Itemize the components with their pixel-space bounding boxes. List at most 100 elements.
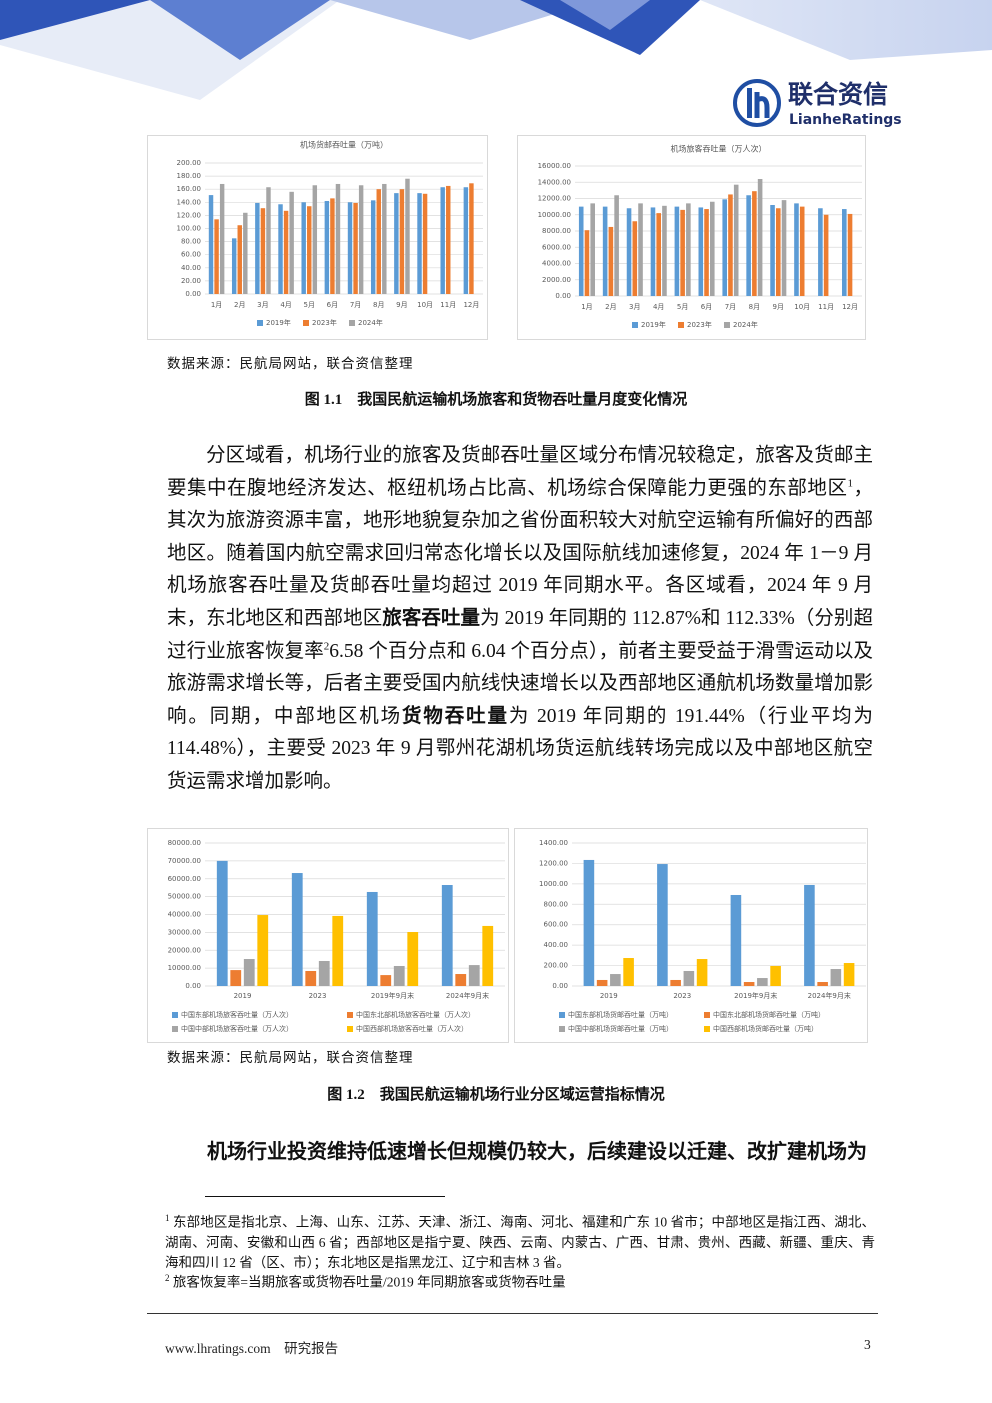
x-tick-label: 1月 — [211, 301, 222, 309]
bar — [405, 178, 410, 294]
x-tick-label: 2019 — [600, 992, 618, 1000]
bar — [804, 884, 815, 986]
bar — [208, 195, 214, 294]
y-tick-label: 20.00 — [181, 277, 201, 285]
legend-swatch — [559, 1026, 565, 1032]
footnote: 1 东部地区是指北京、上海、山东、江苏、天津、浙江、海南、河北、福建和广东 10… — [165, 1208, 875, 1273]
legend-label: 2024年 — [733, 320, 758, 329]
y-tick-label: 200.00 — [544, 962, 569, 970]
logo — [733, 79, 781, 127]
section-lead: 机场行业投资维持低速增长但规模仍较大，后续建设以迁建、改扩建机场为 — [207, 1141, 867, 1163]
y-tick-label: 100.00 — [177, 225, 202, 233]
bar — [230, 970, 242, 986]
legend-label: 2019年 — [641, 320, 666, 329]
x-tick-label: 2023 — [673, 992, 691, 1000]
y-tick-label: 14000.00 — [538, 178, 571, 186]
y-tick-label: 80.00 — [181, 238, 201, 246]
y-tick-label: 8000.00 — [542, 227, 571, 235]
bar — [608, 226, 614, 296]
bar — [818, 208, 823, 296]
footnote-mark: 1 — [165, 1213, 170, 1223]
bar — [353, 202, 358, 294]
figure-caption: 图 1.2 我国民航运输机场行业分区域运营指标情况 — [327, 1087, 665, 1103]
bar — [578, 206, 584, 296]
y-tick-label: 1400.00 — [539, 839, 568, 847]
y-tick-label: 50000.00 — [168, 893, 201, 901]
x-tick-label: 5月 — [677, 303, 688, 311]
bar — [407, 932, 419, 986]
y-tick-label: 6000.00 — [542, 243, 571, 251]
bar — [650, 207, 656, 296]
bar — [746, 195, 751, 296]
bar — [446, 185, 451, 294]
chart-frame — [147, 828, 509, 1043]
bar — [243, 212, 248, 294]
x-tick-label: 10月 — [417, 301, 433, 309]
legend-label: 中国东部机场货邮吞吐量（万吨） — [568, 1010, 673, 1019]
chart-frame — [147, 135, 488, 340]
text-run-bold: 货物吞吐量 — [402, 705, 509, 727]
legend-label: 2023年 — [687, 320, 712, 329]
bar — [686, 203, 691, 296]
y-tick-label: 600.00 — [544, 921, 569, 929]
bar — [674, 206, 680, 296]
chart: 0.00 10000.00 20000.00 30000.00 40000.00 5000… — [147, 828, 509, 1043]
x-tick-label: 5月 — [304, 301, 315, 309]
y-tick-label: 180.00 — [177, 172, 202, 180]
legend-label: 中国西部机场货邮吞吐量（万吨） — [713, 1024, 818, 1033]
bar — [237, 225, 242, 294]
y-tick-label: 40.00 — [181, 264, 201, 272]
legend-swatch — [724, 322, 730, 328]
legend-swatch — [172, 1012, 178, 1018]
bar — [670, 979, 681, 986]
bar — [842, 209, 847, 296]
bar — [781, 200, 787, 296]
y-tick-label: 60.00 — [181, 251, 201, 259]
bar — [709, 201, 715, 296]
bar — [728, 194, 733, 296]
chart: 0.00 200.00 400.00 600.00 800.00 1000.00 1200.… — [514, 828, 868, 1043]
bar — [440, 187, 445, 294]
y-tick-label: 60000.00 — [168, 875, 201, 883]
bar — [469, 183, 474, 294]
text-run: 为 2019 年同期的 112.87%和 112.33%（分别超过行业旅客恢复率 — [167, 607, 873, 662]
bar — [830, 969, 842, 986]
bar — [393, 965, 405, 986]
chart-frame — [517, 135, 866, 340]
legend-label: 中国中部机场货邮吞吐量（万吨） — [568, 1024, 673, 1033]
bar — [455, 974, 467, 986]
bar — [696, 959, 708, 986]
legend-label: 2024年 — [358, 318, 383, 327]
bar — [722, 199, 728, 296]
bar — [817, 982, 828, 986]
bar — [324, 200, 330, 294]
x-tick-label: 9月 — [396, 301, 407, 309]
footer-label: 研究报告 — [284, 1341, 339, 1356]
y-tick-label: 80000.00 — [168, 839, 201, 847]
bar — [312, 185, 318, 294]
footnote-rule — [205, 1196, 445, 1197]
figure-caption: 图 1.1 我国民航运输机场旅客和货物吞吐量月度变化情况 — [304, 392, 688, 408]
x-tick-label: 7月 — [725, 303, 736, 311]
legend-swatch — [172, 1026, 178, 1032]
footnote-ref: 2 — [323, 640, 330, 653]
bar — [382, 183, 387, 294]
bar — [266, 187, 271, 294]
bar — [847, 213, 853, 296]
logo-en: LianheRatings — [789, 112, 902, 128]
x-tick-label: 2024年9月末 — [808, 991, 851, 1000]
legend-swatch — [632, 322, 638, 328]
y-tick-label: 0.00 — [555, 292, 571, 300]
y-tick-label: 0.00 — [185, 982, 201, 990]
legend-swatch — [704, 1012, 710, 1018]
bar — [358, 185, 364, 294]
bar — [289, 191, 294, 294]
bar — [482, 925, 494, 986]
text-run: 为 2019 年同期的 191.44%（行业平均为 114.48%），主要受 2… — [167, 705, 873, 792]
legend-swatch — [349, 320, 355, 326]
chart-title: 机场货邮吞吐量（万吨） — [300, 140, 388, 150]
bar — [366, 891, 378, 986]
bar — [843, 963, 855, 986]
x-tick-label: 4月 — [280, 301, 291, 309]
bar — [255, 202, 260, 294]
